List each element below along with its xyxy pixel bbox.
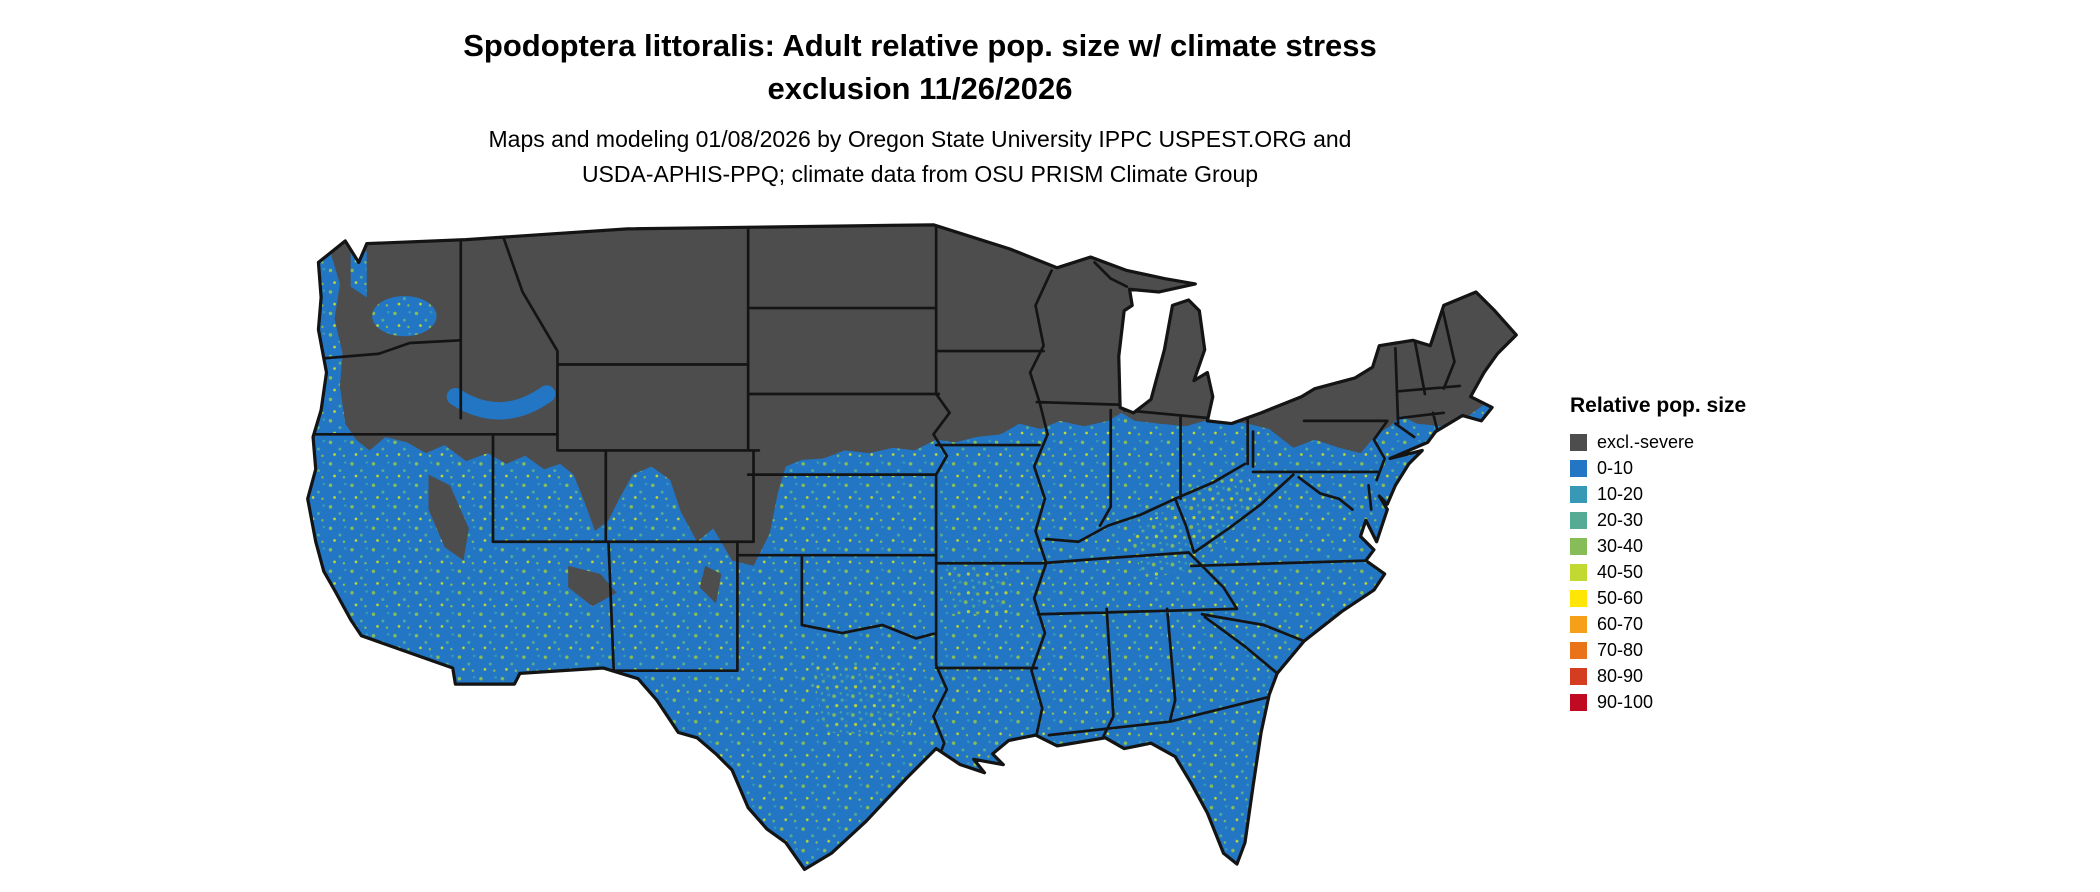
legend-label: 80-90	[1597, 666, 1644, 686]
legend-swatch	[1570, 667, 1587, 685]
map-subtitle-line1: Maps and modeling 01/08/2026 by Oregon S…	[488, 126, 1352, 152]
state-borders-group	[309, 224, 1462, 766]
legend-item: 30-40	[1570, 533, 1746, 559]
legend-item: 90-100	[1570, 689, 1746, 715]
legend-swatch	[1570, 563, 1587, 581]
us-map	[305, 222, 1527, 887]
us-map-svg	[306, 223, 1518, 872]
legend-item: 0-10	[1570, 455, 1746, 481]
legend-label: excl.-severe	[1597, 432, 1695, 452]
map-subtitle: Maps and modeling 01/08/2026 by Oregon S…	[0, 122, 1840, 192]
legend-item: 60-70	[1570, 611, 1746, 637]
map-title-line2: exclusion 11/26/2026	[767, 71, 1073, 106]
legend-label: 60-70	[1597, 614, 1644, 634]
legend-swatch	[1570, 693, 1587, 711]
map-title: Spodoptera littoralis: Adult relative po…	[0, 24, 1840, 110]
snake-river-plain-patch	[446, 385, 556, 420]
legend-item: excl.-severe	[1570, 429, 1746, 455]
legend-swatch	[1570, 537, 1587, 555]
legend-label: 90-100	[1597, 692, 1654, 712]
columbia-basin-patch	[372, 296, 437, 337]
map-subtitle-line2: USDA-APHIS-PPQ; climate data from OSU PR…	[581, 161, 1259, 187]
legend-swatch	[1570, 485, 1587, 503]
legend-label: 0-10	[1597, 458, 1634, 478]
legend-swatch	[1570, 641, 1587, 659]
legend-item: 80-90	[1570, 663, 1746, 689]
new-mexico-mountains-excluded-patch	[699, 565, 722, 604]
texas-hill-country-speckle-patch	[812, 665, 912, 736]
legend-title: Relative pop. size	[1570, 394, 1747, 417]
legend-swatch	[1570, 433, 1587, 451]
legend-label: 70-80	[1597, 640, 1644, 660]
ozarks-speckle-patch	[946, 557, 1009, 615]
legend-item: 10-20	[1570, 481, 1746, 507]
legend-swatch	[1570, 615, 1587, 633]
map-title-line1: Spodoptera littoralis: Adult relative po…	[463, 28, 1377, 63]
legend-item: 70-80	[1570, 637, 1746, 663]
legend-label: 40-50	[1597, 562, 1644, 582]
state-borders	[309, 224, 1462, 766]
legend-label: 30-40	[1597, 536, 1644, 556]
legend: Relative pop. size excl.-severe 0-10 10-20…	[1570, 394, 1746, 715]
legend-label: 20-30	[1597, 510, 1644, 530]
legend-item: 50-60	[1570, 585, 1746, 611]
legend-item: 20-30	[1570, 507, 1746, 533]
legend-label: 10-20	[1597, 484, 1644, 504]
arizona-highlands-excluded-patch	[568, 565, 617, 607]
legend-swatch	[1570, 511, 1587, 529]
legend-items: excl.-severe 0-10 10-20 20-30 30-40 40-50 50-6…	[1570, 429, 1746, 715]
sierra-nevada-excluded-patch	[428, 474, 469, 561]
legend-item: 40-50	[1570, 559, 1746, 585]
legend-swatch	[1570, 459, 1587, 477]
legend-swatch	[1570, 589, 1587, 607]
legend-label: 50-60	[1597, 588, 1644, 608]
